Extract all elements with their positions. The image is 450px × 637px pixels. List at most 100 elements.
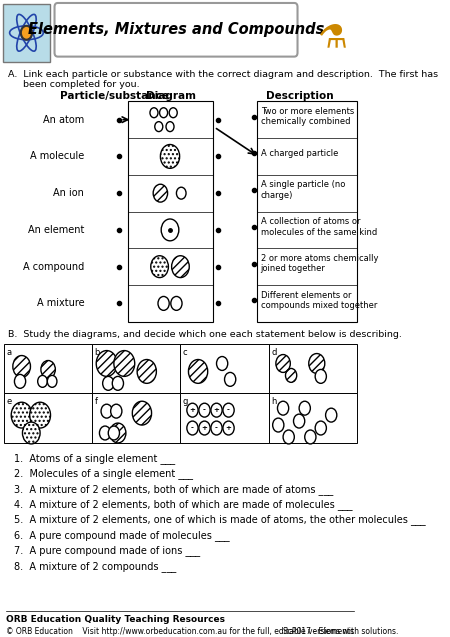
Circle shape xyxy=(309,354,325,373)
Text: 8.  A mixture of 2 compounds ___: 8. A mixture of 2 compounds ___ xyxy=(14,561,177,571)
Circle shape xyxy=(112,376,123,390)
Circle shape xyxy=(114,350,135,376)
Circle shape xyxy=(278,401,289,415)
Text: g: g xyxy=(183,397,188,406)
Circle shape xyxy=(216,357,228,371)
Text: -: - xyxy=(203,407,206,413)
Circle shape xyxy=(223,403,234,417)
Circle shape xyxy=(150,108,158,118)
Circle shape xyxy=(22,422,40,444)
Bar xyxy=(180,393,269,443)
Text: Different elements or
compounds mixed together: Different elements or compounds mixed to… xyxy=(261,290,377,310)
Circle shape xyxy=(305,430,316,444)
Circle shape xyxy=(108,426,120,440)
Circle shape xyxy=(223,421,234,435)
Circle shape xyxy=(326,408,337,422)
Text: +: + xyxy=(202,425,207,431)
Text: c: c xyxy=(183,348,188,357)
Bar xyxy=(269,343,357,393)
Circle shape xyxy=(315,421,326,435)
Bar xyxy=(256,101,357,322)
Text: Diagram: Diagram xyxy=(146,91,196,101)
Circle shape xyxy=(187,421,198,435)
Circle shape xyxy=(166,122,174,132)
Text: An atom: An atom xyxy=(43,115,84,125)
Circle shape xyxy=(160,145,180,168)
Circle shape xyxy=(160,108,167,118)
Text: ORB Education Quality Teaching Resources: ORB Education Quality Teaching Resources xyxy=(6,615,225,624)
Bar xyxy=(128,101,212,322)
Text: A mixture: A mixture xyxy=(36,298,84,308)
Circle shape xyxy=(187,403,198,417)
Text: Description: Description xyxy=(266,91,334,101)
Circle shape xyxy=(276,355,290,373)
Text: e: e xyxy=(6,397,12,406)
Circle shape xyxy=(101,404,112,418)
Circle shape xyxy=(99,426,111,440)
Bar xyxy=(269,393,357,443)
Text: 2.  Molecules of a single element ___: 2. Molecules of a single element ___ xyxy=(14,468,194,479)
Circle shape xyxy=(14,375,26,389)
Text: +: + xyxy=(225,425,231,431)
Circle shape xyxy=(273,418,284,432)
Circle shape xyxy=(171,255,189,278)
Circle shape xyxy=(155,122,163,132)
Text: 4.  A mixture of 2 elements, both of which are made of molecules ___: 4. A mixture of 2 elements, both of whic… xyxy=(14,499,353,510)
Bar xyxy=(4,393,92,443)
Circle shape xyxy=(299,401,310,415)
Text: a: a xyxy=(6,348,12,357)
Circle shape xyxy=(96,350,117,376)
Text: An ion: An ion xyxy=(54,188,84,198)
Bar xyxy=(92,343,180,393)
Circle shape xyxy=(211,421,222,435)
FancyBboxPatch shape xyxy=(54,3,297,57)
Circle shape xyxy=(293,414,305,428)
Text: +: + xyxy=(214,407,220,413)
Text: d: d xyxy=(271,348,276,357)
Circle shape xyxy=(153,184,167,202)
Text: 6.  A pure compound made of molecules ___: 6. A pure compound made of molecules ___ xyxy=(14,530,230,541)
Circle shape xyxy=(11,402,32,428)
Circle shape xyxy=(199,403,210,417)
Circle shape xyxy=(103,376,114,390)
Text: 5.  A mixture of 2 elements, one of which is made of atoms, the other molecules : 5. A mixture of 2 elements, one of which… xyxy=(14,515,426,526)
Circle shape xyxy=(151,255,168,278)
Text: h: h xyxy=(271,397,276,406)
Text: -: - xyxy=(227,407,230,413)
Circle shape xyxy=(132,401,152,425)
Bar xyxy=(4,343,92,393)
Text: © ORB Education    Visit http://www.orbeducation.com.au for the full, editable v: © ORB Education Visit http://www.orbeduc… xyxy=(6,627,399,636)
Text: B.  Study the diagrams, and decide which one each statement below is describing.: B. Study the diagrams, and decide which … xyxy=(8,330,402,339)
Text: -: - xyxy=(215,425,218,431)
Circle shape xyxy=(199,421,210,435)
Circle shape xyxy=(285,368,297,382)
Text: f: f xyxy=(94,397,98,406)
Circle shape xyxy=(13,355,31,377)
Text: An element: An element xyxy=(28,225,84,235)
Circle shape xyxy=(171,296,182,310)
Text: ScP017 - Elements: ScP017 - Elements xyxy=(284,627,355,636)
Circle shape xyxy=(169,108,177,118)
Text: Particle/substance: Particle/substance xyxy=(60,91,169,101)
Bar xyxy=(180,343,269,393)
Text: A molecule: A molecule xyxy=(30,152,84,161)
Text: A compound: A compound xyxy=(23,262,84,271)
Text: Two or more elements
chemically combined: Two or more elements chemically combined xyxy=(261,107,354,126)
Circle shape xyxy=(176,187,186,199)
Circle shape xyxy=(38,375,47,387)
Text: 2 or more atoms chemically
joined together: 2 or more atoms chemically joined togeth… xyxy=(261,254,378,273)
Circle shape xyxy=(47,375,57,387)
Circle shape xyxy=(189,359,208,383)
Text: A charged particle: A charged particle xyxy=(261,149,338,158)
Circle shape xyxy=(211,403,222,417)
Text: ⚗: ⚗ xyxy=(318,21,348,54)
Circle shape xyxy=(111,404,122,418)
Bar xyxy=(92,393,180,443)
Circle shape xyxy=(110,423,126,443)
Circle shape xyxy=(158,296,169,310)
Text: +: + xyxy=(189,407,195,413)
Circle shape xyxy=(30,402,50,428)
Circle shape xyxy=(41,361,55,378)
Circle shape xyxy=(315,369,326,383)
Text: A single particle (no
charge): A single particle (no charge) xyxy=(261,180,345,200)
